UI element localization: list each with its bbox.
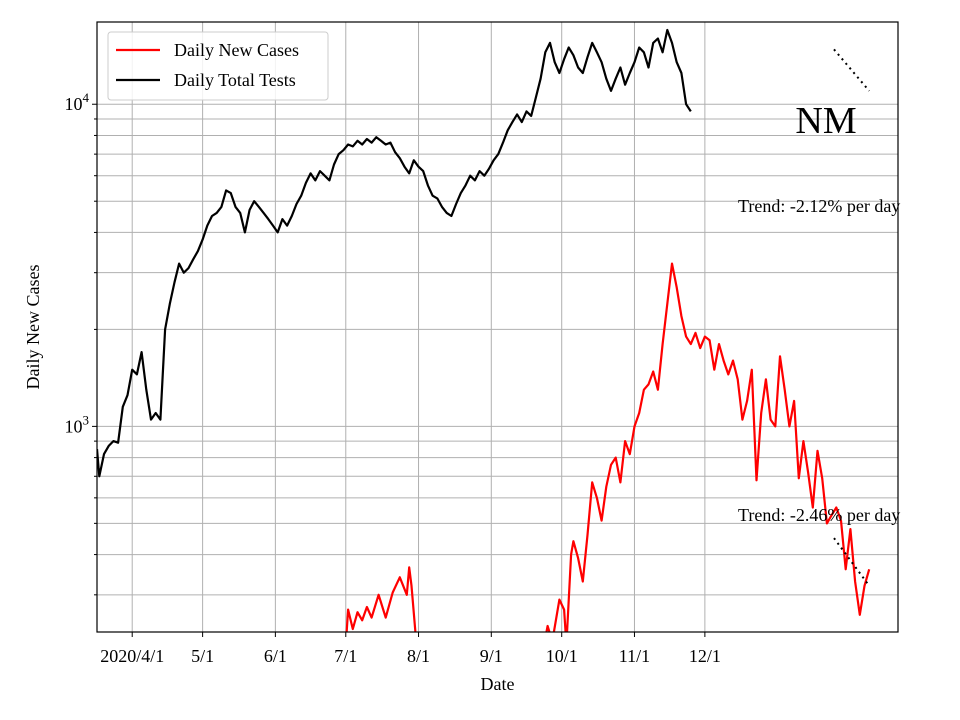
chart-title: NM xyxy=(795,100,856,142)
y-tick-label: 104 xyxy=(65,90,90,114)
plot-frame xyxy=(96,21,899,633)
legend-label-tests: Daily Total Tests xyxy=(174,70,296,90)
y-tick-base: 10 xyxy=(65,416,83,436)
x-tick-label: 9/1 xyxy=(480,646,503,666)
y-tick-exponent: 4 xyxy=(83,90,90,105)
x-tick-label: 11/1 xyxy=(619,646,650,666)
series-clip-group xyxy=(97,28,871,632)
grid-lines xyxy=(97,22,898,632)
x-axis-label: Date xyxy=(481,674,515,694)
y-tick-exponent: 3 xyxy=(83,412,90,427)
y-tick-label: 103 xyxy=(65,412,90,436)
legend-box xyxy=(107,31,329,101)
series-line-daily-total-tests xyxy=(97,28,692,478)
series-lines xyxy=(97,28,871,632)
y-tick-base: 10 xyxy=(65,94,83,114)
x-tick-label: 2020/4/1 xyxy=(100,646,164,666)
trend-annotation-tests: Trend: -2.12% per day xyxy=(738,196,900,216)
x-tick-label: 7/1 xyxy=(334,646,357,666)
legend: Daily New Cases Daily Total Tests xyxy=(107,31,329,101)
x-tick-label: 6/1 xyxy=(264,646,287,666)
y-axis-label: Daily New Cases xyxy=(23,265,43,390)
trend-annotation-cases: Trend: -2.46% per day xyxy=(738,505,900,525)
series-line-daily-new-cases xyxy=(345,262,871,632)
x-tick-label: 5/1 xyxy=(191,646,214,666)
x-tick-label: 10/1 xyxy=(546,646,578,666)
x-tick-label: 8/1 xyxy=(407,646,430,666)
x-tick-label: 12/1 xyxy=(689,646,721,666)
legend-label-cases: Daily New Cases xyxy=(174,40,299,60)
trend-line-cases xyxy=(833,537,871,587)
